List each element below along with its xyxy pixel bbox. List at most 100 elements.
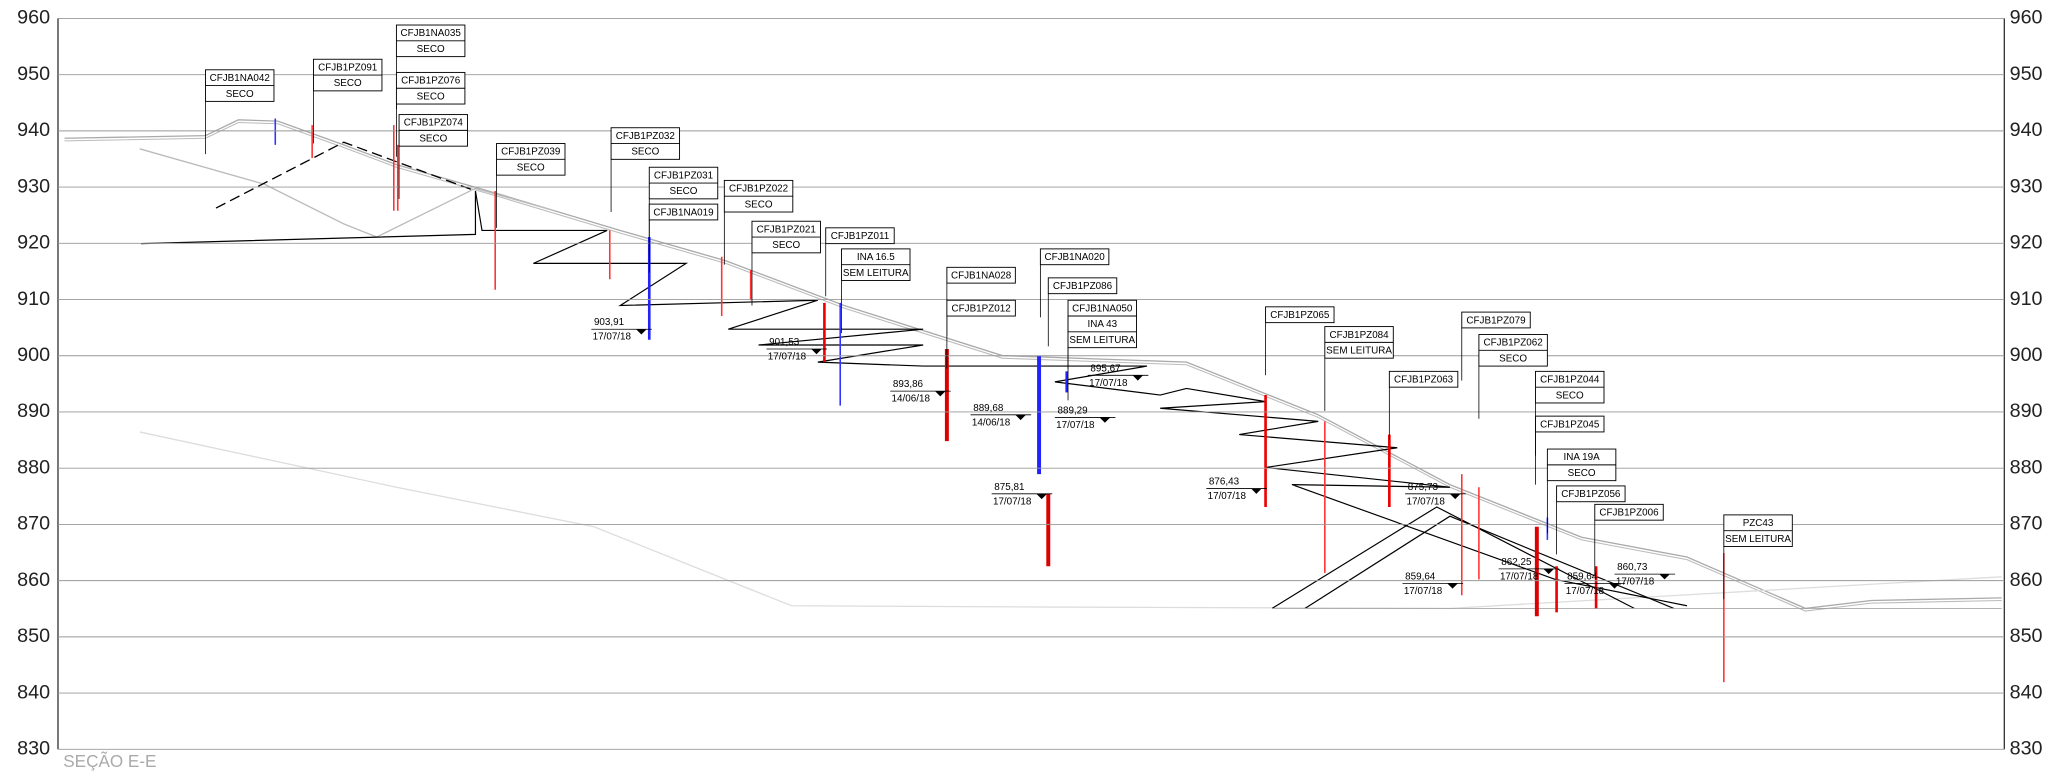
water-level-date: 17/07/18 — [1089, 378, 1128, 389]
water-level: 901,53 17/07/18 — [766, 337, 828, 362]
water-level-value: 862,25 — [1501, 557, 1532, 568]
caption: SEÇÃO E-E — [63, 751, 156, 771]
water-level: 895,67 17/07/18 — [1087, 363, 1149, 389]
instrument-status: SECO — [1556, 390, 1584, 401]
y-tick-label-right: 840 — [2010, 681, 2043, 703]
instrument-label: PZC43 SEM LEITURA — [1723, 514, 1793, 600]
instrument-label: CFJB1PZ079 — [1461, 311, 1531, 381]
label-box — [1594, 503, 1664, 521]
instrument-label: CFJB1NA019 — [648, 203, 719, 273]
water-level-date: 17/07/18 — [1500, 571, 1539, 582]
instrument-status: SECO — [745, 199, 773, 210]
water-level-date: 17/07/18 — [1616, 577, 1655, 588]
instrument-name: CFJB1NA042 — [210, 73, 270, 84]
water-level-marker — [1015, 414, 1026, 421]
y-tick-label-right: 960 — [2010, 7, 2043, 29]
instrument-name: CFJB1PZ062 — [1484, 338, 1543, 349]
label-box — [1047, 277, 1118, 295]
water-level-marker — [1447, 583, 1458, 589]
instrument-name: CFJB1NA019 — [653, 207, 714, 218]
y-tick-label: 880 — [17, 456, 50, 478]
instrument-status: SECO — [670, 186, 698, 197]
water-level-marker — [1659, 574, 1670, 580]
y-tick-label-right: 940 — [2010, 119, 2043, 141]
label-box — [1039, 248, 1110, 266]
y-tick-label-right: 870 — [2010, 513, 2043, 535]
instrument-label: CFJB1PZ091 SECO — [313, 58, 383, 144]
instrument-label: CFJB1PZ039 SECO — [496, 143, 566, 228]
y-tick-label: 870 — [17, 513, 50, 535]
y-tick-label-right: 890 — [2010, 400, 2043, 422]
label-box — [1265, 306, 1335, 324]
instrument-label: CFJB1PZ021 SECO — [751, 220, 821, 306]
water-level-date: 17/07/18 — [593, 332, 632, 343]
water-level-marker — [1543, 568, 1554, 575]
y-tick-label: 830 — [17, 738, 50, 760]
instrument-label: CFJB1PZ084 SEM LEITURA — [1324, 326, 1394, 411]
y-tick-label: 940 — [17, 119, 50, 141]
instrument-status: SEM LEITURA — [1725, 534, 1791, 545]
instrument-name: PZC43 — [1743, 518, 1774, 529]
label-box — [825, 227, 895, 245]
water-level-value: 903,91 — [594, 317, 624, 328]
water-level-value: 860,73 — [1617, 562, 1648, 573]
instrument-name: CFJB1PZ032 — [616, 131, 675, 142]
instrument-tubes — [274, 118, 1725, 683]
instrument-name: CFJB1PZ045 — [1540, 419, 1600, 430]
y-tick-label: 960 — [17, 7, 50, 29]
instrument-label: CFJB1NA028 — [946, 266, 1016, 336]
instrument-label: INA 43 SEM LEITURA — [1067, 315, 1137, 401]
water-level-date: 14/06/18 — [892, 394, 931, 405]
y-tick-label: 860 — [17, 569, 50, 591]
terrain — [64, 119, 2002, 612]
y-tick-label-right: 950 — [2010, 63, 2043, 85]
water-level-value: 893,86 — [893, 379, 924, 390]
instrument-label: CFJB1PZ044 SECO — [1535, 370, 1605, 456]
instrument-label: CFJB1PZ056 — [1556, 485, 1626, 555]
instrument-label: CFJB1PZ022 SECO — [723, 179, 794, 265]
instrument-name: CFJB1PZ091 — [318, 62, 377, 73]
instrument-label: CFJB1PZ011 — [825, 227, 895, 297]
water-level-value: 889,68 — [973, 403, 1004, 414]
water-level-date: 17/07/18 — [1056, 420, 1095, 431]
instrument-status: SECO — [772, 240, 800, 251]
instrument-status: SEM LEITURA — [1326, 346, 1392, 357]
water-level-date: 14/06/18 — [972, 417, 1011, 428]
instrument-name: INA 43 — [1087, 319, 1117, 330]
y-tick-label-right: 880 — [2010, 456, 2043, 478]
label-box — [1535, 415, 1605, 433]
water-level-date: 17/07/18 — [1208, 491, 1247, 502]
instrument-name: CFJB1PZ021 — [757, 224, 816, 235]
water-level-marker — [935, 391, 946, 397]
label-box — [1388, 370, 1459, 388]
water-level: 903,91 17/07/18 — [591, 317, 652, 343]
instrument-status: SEM LEITURA — [1069, 335, 1135, 346]
water-level: 875,73 17/07/18 — [1405, 482, 1466, 507]
water-level-value: 889,29 — [1057, 405, 1088, 416]
instrument-name: CFJB1PZ084 — [1329, 330, 1389, 341]
instrument-label: CFJB1PZ086 — [1047, 277, 1118, 347]
water-level-date: 17/07/18 — [1404, 586, 1443, 597]
instrument-name: CFJB1PZ044 — [1540, 375, 1600, 386]
y-tick-label: 840 — [17, 681, 50, 703]
water-level: 889,68 14/06/18 — [970, 403, 1032, 428]
y-tick-label: 930 — [17, 175, 50, 197]
instrument-name: CFJB1PZ086 — [1053, 281, 1113, 292]
y-tick-label: 890 — [17, 400, 50, 422]
instrument-name: CFJB1PZ063 — [1394, 375, 1454, 386]
instrument-status: SECO — [1568, 468, 1596, 479]
instrument-name: CFJB1NA020 — [1044, 252, 1105, 263]
water-level-marker — [1036, 493, 1047, 500]
water-level-value: 875,81 — [994, 482, 1024, 493]
instrument-label: CFJB1NA042 SECO — [205, 69, 275, 155]
y-tick-label-right: 850 — [2010, 625, 2043, 647]
instrument-name: CFJB1PZ056 — [1561, 489, 1621, 500]
instrument-label: CFJB1PZ006 — [1594, 503, 1664, 573]
instrument-name: CFJB1NA035 — [401, 28, 462, 39]
y-tick-label-right: 860 — [2010, 569, 2043, 591]
y-tick-label: 850 — [17, 625, 50, 647]
instrument-status: SEM LEITURA — [843, 268, 909, 279]
label-box — [946, 266, 1016, 284]
instrument-name: CFJB1PZ039 — [501, 147, 561, 158]
